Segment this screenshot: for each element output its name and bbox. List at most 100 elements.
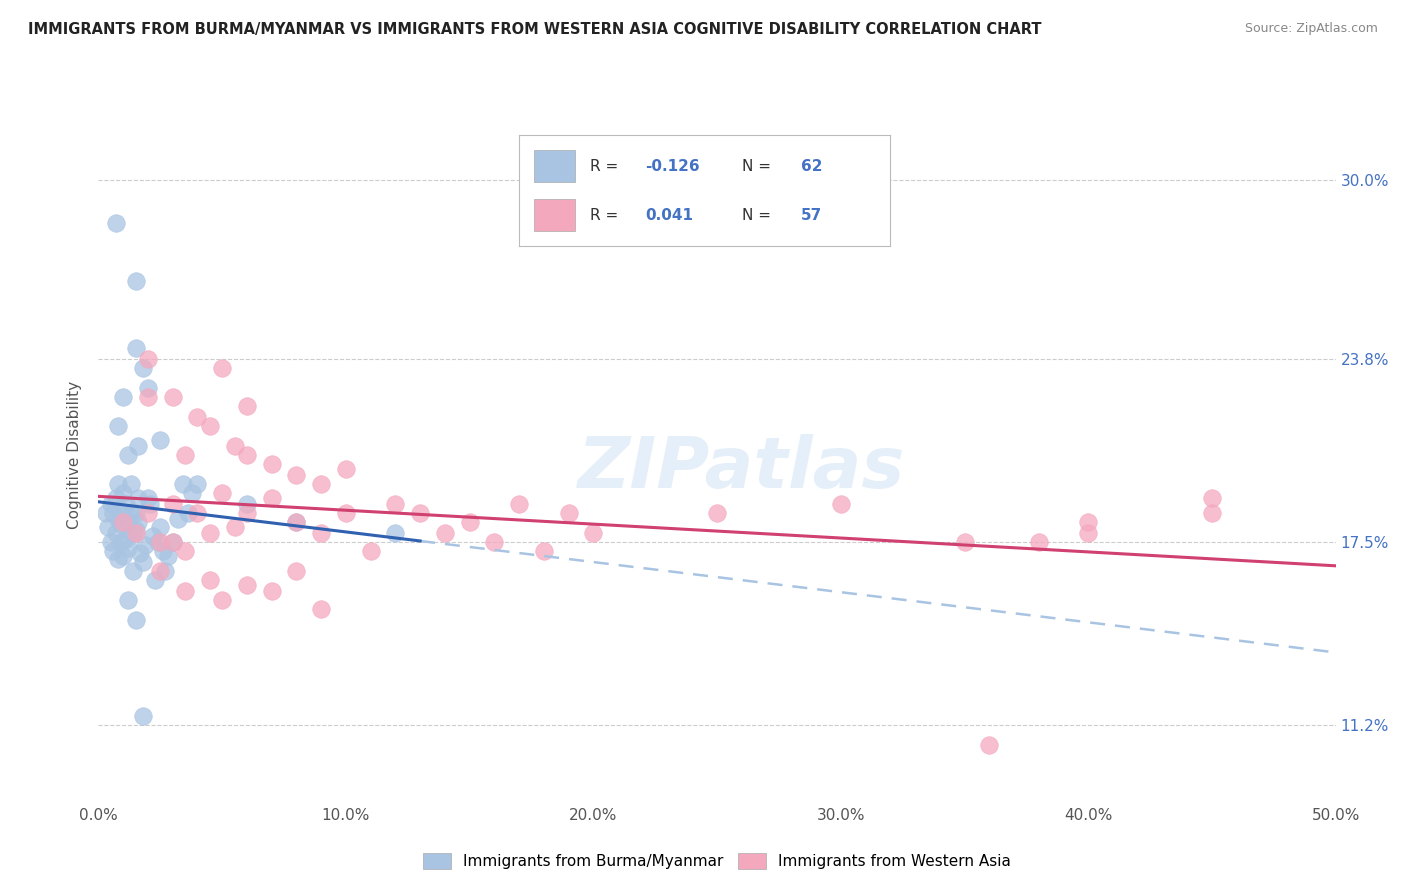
- Point: [132, 555, 155, 569]
- Point: [124, 613, 146, 627]
- Point: [198, 526, 221, 541]
- Point: [224, 520, 246, 534]
- Text: R =: R =: [589, 208, 623, 222]
- Point: [186, 476, 208, 491]
- Point: [236, 578, 259, 592]
- Point: [172, 476, 194, 491]
- Point: [409, 506, 432, 520]
- Point: [107, 552, 129, 566]
- Point: [120, 506, 142, 520]
- Point: [104, 216, 127, 230]
- Point: [117, 592, 139, 607]
- Point: [979, 738, 1001, 752]
- Text: Source: ZipAtlas.com: Source: ZipAtlas.com: [1244, 22, 1378, 36]
- Point: [97, 520, 120, 534]
- Point: [127, 491, 149, 506]
- Point: [132, 361, 155, 376]
- Point: [104, 491, 127, 506]
- Point: [211, 485, 233, 500]
- Point: [149, 534, 172, 549]
- Point: [236, 506, 259, 520]
- Point: [139, 497, 162, 511]
- Text: IMMIGRANTS FROM BURMA/MYANMAR VS IMMIGRANTS FROM WESTERN ASIA COGNITIVE DISABILI: IMMIGRANTS FROM BURMA/MYANMAR VS IMMIGRA…: [28, 22, 1042, 37]
- Y-axis label: Cognitive Disability: Cognitive Disability: [67, 381, 83, 529]
- Point: [149, 564, 172, 578]
- Point: [285, 564, 308, 578]
- Text: N =: N =: [742, 208, 776, 222]
- Point: [124, 341, 146, 355]
- Text: N =: N =: [742, 159, 776, 174]
- Point: [124, 274, 146, 288]
- Point: [127, 515, 149, 529]
- Point: [143, 573, 166, 587]
- Point: [1077, 515, 1099, 529]
- Point: [458, 515, 481, 529]
- Point: [533, 543, 555, 558]
- Point: [129, 546, 152, 560]
- Point: [100, 534, 122, 549]
- Point: [162, 390, 184, 404]
- Point: [120, 476, 142, 491]
- Point: [1201, 506, 1223, 520]
- Text: 0.041: 0.041: [645, 208, 693, 222]
- Text: 57: 57: [801, 208, 823, 222]
- Point: [706, 506, 728, 520]
- Point: [1201, 491, 1223, 506]
- Point: [103, 543, 125, 558]
- Text: ZIPatlas: ZIPatlas: [578, 434, 905, 503]
- Point: [149, 434, 172, 448]
- Point: [136, 491, 159, 506]
- Point: [162, 534, 184, 549]
- Point: [260, 584, 283, 599]
- Point: [211, 592, 233, 607]
- Point: [112, 549, 135, 564]
- Point: [360, 543, 382, 558]
- Point: [309, 476, 332, 491]
- FancyBboxPatch shape: [534, 200, 575, 231]
- Point: [285, 515, 308, 529]
- Point: [134, 538, 156, 552]
- Point: [174, 448, 197, 462]
- Point: [1077, 526, 1099, 541]
- Point: [1028, 534, 1050, 549]
- Point: [181, 485, 204, 500]
- Point: [162, 534, 184, 549]
- Point: [162, 497, 184, 511]
- Point: [285, 515, 308, 529]
- Point: [236, 399, 259, 413]
- Point: [142, 529, 165, 543]
- Point: [309, 601, 332, 615]
- Point: [285, 468, 308, 483]
- Point: [117, 515, 139, 529]
- Point: [176, 506, 198, 520]
- Point: [211, 361, 233, 376]
- Point: [122, 564, 145, 578]
- Point: [953, 534, 976, 549]
- Point: [100, 497, 122, 511]
- Point: [186, 506, 208, 520]
- Point: [112, 390, 135, 404]
- Point: [260, 457, 283, 471]
- Point: [166, 512, 188, 526]
- Point: [124, 506, 146, 520]
- Point: [136, 506, 159, 520]
- Point: [107, 476, 129, 491]
- Point: [112, 506, 135, 520]
- Text: -0.126: -0.126: [645, 159, 700, 174]
- Point: [110, 534, 132, 549]
- Point: [174, 543, 197, 558]
- Point: [582, 526, 605, 541]
- Point: [335, 462, 357, 476]
- Point: [136, 390, 159, 404]
- FancyBboxPatch shape: [534, 151, 575, 182]
- Point: [103, 506, 125, 520]
- Point: [198, 419, 221, 434]
- Point: [107, 419, 129, 434]
- Point: [110, 517, 132, 532]
- Point: [136, 381, 159, 395]
- Point: [236, 497, 259, 511]
- Legend: Immigrants from Burma/Myanmar, Immigrants from Western Asia: Immigrants from Burma/Myanmar, Immigrant…: [418, 847, 1017, 875]
- Point: [484, 534, 506, 549]
- Point: [433, 526, 456, 541]
- Point: [335, 506, 357, 520]
